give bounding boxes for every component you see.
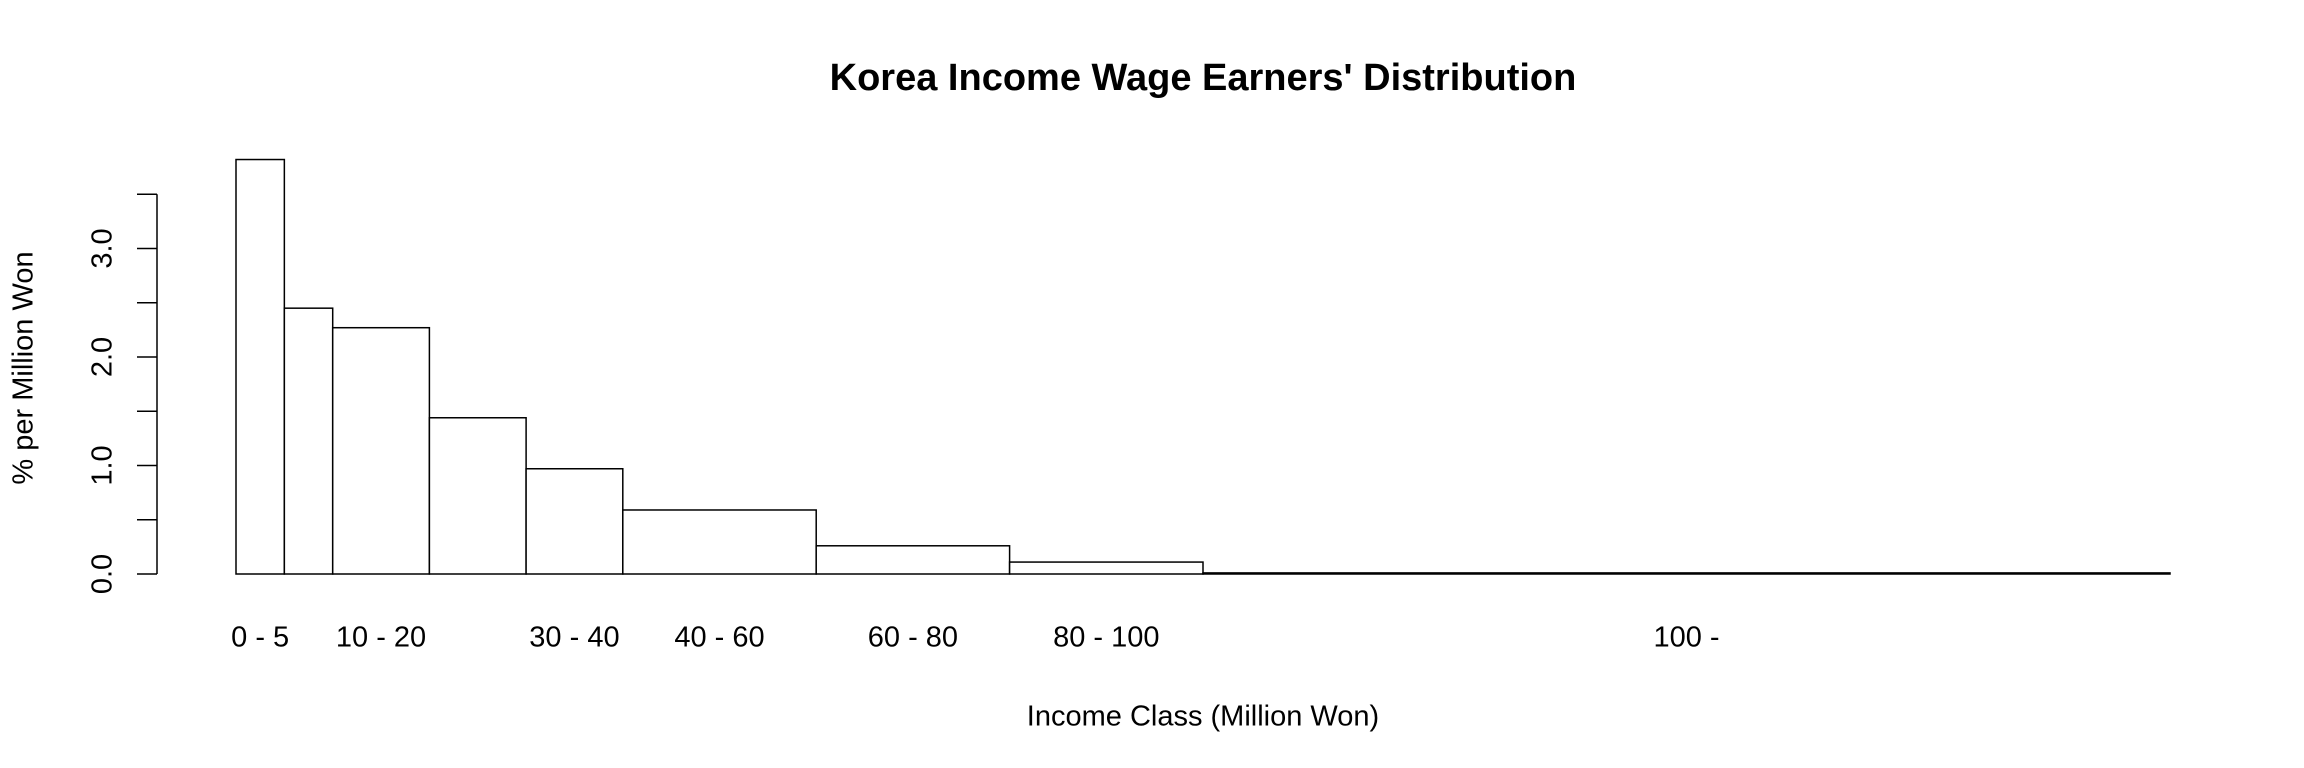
bar: [331, 326, 431, 575]
x-tick-label: 30 - 40: [529, 622, 619, 654]
bar: [622, 509, 817, 575]
bar: [525, 468, 624, 575]
bar: [1202, 572, 2171, 575]
y-tick-label: 1.0: [87, 445, 119, 485]
x-tick-label: 80 - 100: [1053, 622, 1159, 654]
x-tick-label: 10 - 20: [336, 622, 426, 654]
bar: [815, 545, 1011, 575]
x-tick-label: 40 - 60: [674, 622, 764, 654]
y-tick-label: 3.0: [87, 228, 119, 268]
x-axis-label: Income Class (Million Won): [1027, 701, 1379, 733]
y-axis-label: % per Million Won: [8, 251, 40, 484]
x-tick-label: 100 -: [1653, 622, 1719, 654]
y-tick-label: 0.0: [87, 554, 119, 594]
x-tick-label: 60 - 80: [868, 622, 958, 654]
bar: [235, 158, 286, 575]
bar: [1008, 561, 1204, 575]
chart-title: Korea Income Wage Earners' Distribution: [830, 57, 1577, 99]
bar: [428, 417, 527, 575]
bar: [283, 307, 334, 575]
x-tick-label: 0 - 5: [231, 622, 289, 654]
y-tick-label: 2.0: [87, 337, 119, 377]
